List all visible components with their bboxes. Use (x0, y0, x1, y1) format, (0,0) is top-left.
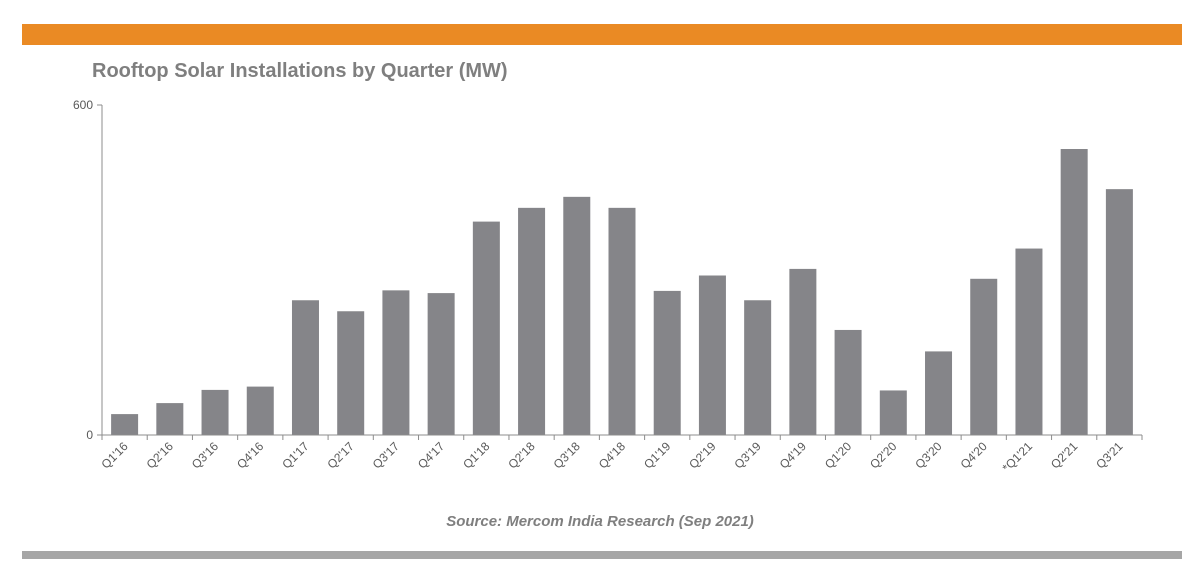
bar-1 (156, 403, 184, 435)
bar-2 (201, 389, 229, 435)
source-note: Source: Mercom India Research (Sep 2021) (446, 513, 754, 530)
x-ticks-group (101, 435, 1143, 440)
y-ticks-group (97, 104, 102, 436)
x-tick-label-15: Q4'19 (777, 439, 810, 472)
bars-group (111, 149, 1133, 435)
bar-9 (518, 207, 546, 435)
x-tick-labels-group: Q1'16 Q2'16 Q3'16 Q4'16 Q1'17 Q2'17 Q3'17 Q4'17… (98, 439, 1125, 475)
x-tick-label-1: Q2'16 (144, 439, 177, 472)
bar-21 (1060, 149, 1088, 435)
bar-16 (834, 329, 862, 435)
x-tick-label-20: *Q1'21 (999, 439, 1035, 475)
bar-chart: 0 600 Q1'16 Q2'16 Q3'16 Q4'16 Q1'17 Q2'17 Q3'17… (73, 98, 1143, 475)
x-tick-label-4: Q1'17 (279, 439, 312, 472)
accent-header-band (22, 24, 1182, 45)
bar-11 (608, 207, 636, 435)
x-tick-label-5: Q2'17 (325, 439, 358, 472)
x-tick-label-17: Q2'20 (867, 439, 900, 472)
x-tick-label-6: Q3'17 (370, 439, 403, 472)
x-tick-label-2: Q3'16 (189, 439, 222, 472)
bar-8 (472, 221, 500, 435)
x-tick-label-19: Q4'20 (958, 439, 991, 472)
y-tick-label-0: 0 (86, 428, 93, 442)
bar-20 (1015, 248, 1043, 435)
bar-13 (698, 275, 726, 435)
bar-3 (246, 386, 274, 435)
bar-17 (879, 390, 907, 435)
x-tick-label-11: Q4'18 (596, 439, 629, 472)
x-tick-label-14: Q3'19 (731, 439, 764, 472)
bar-4 (291, 300, 319, 435)
y-tick-label-1: 600 (73, 98, 93, 112)
chart-title: Rooftop Solar Installations by Quarter (… (92, 60, 508, 82)
x-tick-label-12: Q1'19 (641, 439, 674, 472)
x-tick-label-3: Q4'16 (234, 439, 267, 472)
x-tick-label-22: Q3'21 (1093, 439, 1126, 472)
bar-0 (111, 414, 139, 435)
bar-15 (789, 268, 817, 435)
bar-5 (337, 311, 365, 435)
x-tick-label-10: Q3'18 (551, 439, 584, 472)
bar-6 (382, 290, 410, 435)
x-tick-label-21: Q2'21 (1048, 439, 1081, 472)
bar-7 (427, 293, 455, 435)
bar-19 (970, 278, 998, 435)
x-tick-label-0: Q1'16 (98, 439, 131, 472)
y-tick-labels-group: 0 600 (73, 98, 93, 442)
bar-12 (653, 290, 681, 435)
x-tick-label-7: Q4'17 (415, 439, 448, 472)
bar-22 (1105, 189, 1133, 435)
bar-18 (925, 351, 953, 435)
footer-band (22, 551, 1182, 559)
x-tick-label-16: Q1'20 (822, 439, 855, 472)
x-tick-label-8: Q1'18 (460, 439, 493, 472)
bar-14 (744, 300, 772, 435)
x-tick-label-9: Q2'18 (505, 439, 538, 472)
x-tick-label-13: Q2'19 (686, 439, 719, 472)
x-tick-label-18: Q3'20 (912, 439, 945, 472)
bar-10 (563, 196, 591, 435)
